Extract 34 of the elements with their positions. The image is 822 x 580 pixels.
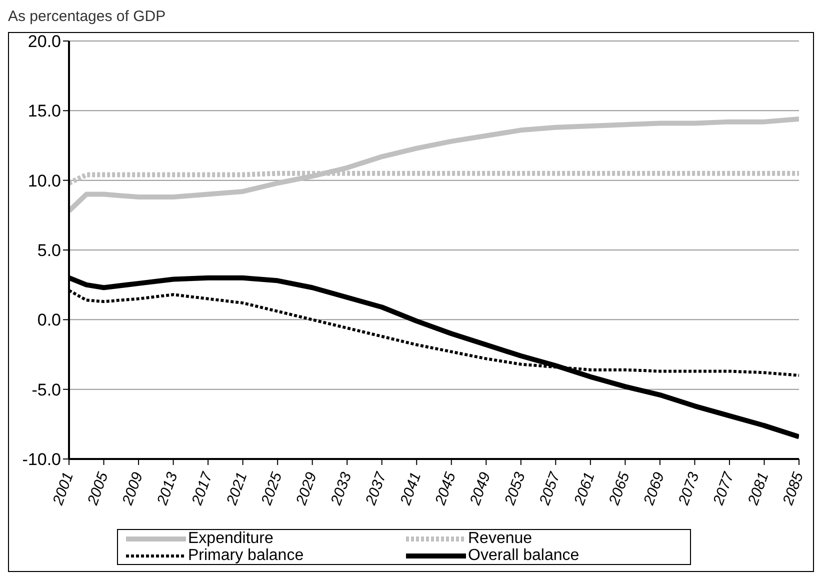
x-tick-label: 2001 (49, 470, 77, 508)
x-tick-label: 2081 (744, 470, 772, 508)
x-tick-label: 2065 (605, 469, 634, 508)
legend-label: Overall balance (468, 547, 580, 564)
x-tick-label: 2057 (536, 469, 564, 508)
legend-label: Expenditure (188, 530, 274, 547)
x-tick-label: 2069 (640, 469, 668, 508)
x-tick-label: 2049 (466, 469, 494, 508)
legend-label: Revenue (468, 530, 532, 547)
x-tick-label: 2053 (501, 469, 530, 508)
x-tick-label: 2037 (362, 469, 390, 508)
x-tick-label: 2021 (223, 470, 251, 508)
y-tick-label: 15.0 (28, 102, 61, 121)
y-tick-label: -10.0 (22, 450, 61, 470)
x-tick-label: 2033 (327, 469, 356, 508)
x-tick-label: 2029 (292, 469, 321, 508)
y-tick-label: 5.0 (37, 241, 61, 260)
x-tick-label: 2025 (258, 469, 286, 508)
chart-title: As percentages of GDP (8, 8, 167, 27)
x-tick-label: 2041 (396, 470, 425, 508)
x-tick-label: 2077 (710, 469, 738, 508)
x-tick-label: 2085 (779, 469, 808, 508)
x-tick-label: 2045 (432, 469, 460, 508)
legend-label: Primary balance (188, 547, 304, 564)
x-tick-label: 2013 (154, 469, 182, 508)
x-tick-label: 2073 (674, 469, 703, 508)
y-tick-label: 10.0 (28, 171, 61, 190)
y-tick-label: 20.0 (28, 32, 61, 52)
y-tick-label: -5.0 (32, 380, 61, 400)
y-tick-label: 0.0 (37, 310, 61, 330)
x-tick-label: 2009 (118, 469, 147, 508)
x-tick-label: 2017 (188, 469, 216, 508)
x-tick-label: 2005 (84, 469, 112, 508)
x-tick-label: 2061 (570, 470, 598, 508)
